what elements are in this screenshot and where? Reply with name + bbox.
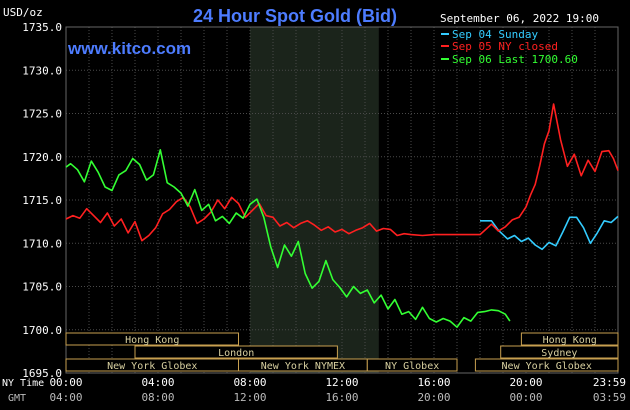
- x-tick-ny-3: 12:00: [325, 376, 358, 389]
- legend-label-sep04: Sep 04 Sunday: [452, 28, 538, 41]
- session-row3-2: NY Globex: [366, 358, 458, 372]
- nymex-hours-highlight: [250, 27, 379, 373]
- session-label: Sydney: [541, 348, 577, 359]
- session-label: New York Globex: [502, 361, 592, 372]
- x-tick-gmt-4: 20:00: [417, 391, 450, 404]
- session-row1-1: Hong Kong: [520, 332, 619, 346]
- session-row1-0: Hong Kong: [65, 332, 239, 346]
- x-tick-gmt-1: 08:00: [141, 391, 174, 404]
- y-tick-label-7: 1730.0: [22, 64, 62, 77]
- session-box: [520, 332, 619, 346]
- session-row2-0: London: [134, 345, 338, 359]
- x-tick-gmt-3: 16:00: [325, 391, 358, 404]
- session-label: NY Globex: [385, 361, 439, 372]
- x-tick-gmt-5: 00:00: [509, 391, 542, 404]
- y-tick-label-6: 1725.0: [22, 108, 62, 121]
- series-line-1: [65, 103, 619, 242]
- gmt-row-label: GMT: [8, 393, 26, 404]
- series-line-2: [65, 149, 511, 329]
- x-tick-gmt-2: 12:00: [233, 391, 266, 404]
- session-label: London: [218, 348, 254, 359]
- x-tick-ny-4: 16:00: [417, 376, 450, 389]
- x-tick-ny-1: 04:00: [141, 376, 174, 389]
- chart-title: 24 Hour Spot Gold (Bid): [193, 6, 397, 26]
- x-tick-gmt-6: 03:59: [593, 391, 626, 404]
- session-row3-0: New York Globex: [65, 358, 239, 372]
- legend: Sep 04 Sunday Sep 05 NY closed Sep 06 La…: [441, 28, 578, 66]
- ny-time-row-label: NY Time: [2, 378, 44, 389]
- x-tick-gmt-0: 04:00: [49, 391, 82, 404]
- watermark: www.kitco.com: [67, 39, 191, 58]
- session-box: [474, 358, 619, 372]
- x-tick-ny-0: 00:00: [49, 376, 82, 389]
- session-row2-1: Sydney: [500, 345, 619, 359]
- y-tick-label-0: 1695.0: [22, 367, 62, 380]
- x-tick-ny-6: 23:59: [593, 376, 626, 389]
- session-label: Hong Kong: [543, 335, 597, 346]
- session-box: [500, 345, 619, 359]
- session-row3-1: New York NYMEX: [238, 358, 368, 372]
- session-box: [134, 345, 338, 359]
- grid-lines: [65, 26, 619, 374]
- y-axis-ticks: 1695.0 1700.0 1705.0 1710.0 1715.0 1720.0 1725…: [22, 21, 62, 380]
- y-tick-label-2: 1705.0: [22, 281, 62, 294]
- y-axis-label: USD/oz: [3, 6, 43, 19]
- series-line-0: [480, 215, 619, 251]
- legend-label-sep05: Sep 05 NY closed: [452, 40, 558, 53]
- y-tick-label-1: 1700.0: [22, 324, 62, 337]
- legend-label-sep06: Sep 06 Last 1700.60: [452, 53, 578, 66]
- timestamp: September 06, 2022 19:00: [440, 12, 599, 25]
- y-tick-label-4: 1715.0: [22, 194, 62, 207]
- market-sessions: Hong Kong Hong Kong London Sydney New York G…: [65, 332, 619, 372]
- x-tick-ny-5: 20:00: [509, 376, 542, 389]
- session-row3-3: New York Globex: [474, 358, 619, 372]
- price-series: [65, 103, 619, 329]
- x-axis: NY Time GMT 00:00 04:00 04:00 08:00 08:00 12:00…: [2, 376, 626, 404]
- session-box: [65, 332, 239, 346]
- session-label: Hong Kong: [125, 335, 179, 346]
- x-tick-ny-2: 08:00: [233, 376, 266, 389]
- plot-frame: [65, 26, 619, 374]
- session-box: [366, 358, 458, 372]
- session-label: New York NYMEX: [261, 361, 345, 372]
- y-tick-label-5: 1720.0: [22, 151, 62, 164]
- session-label: New York Globex: [107, 361, 197, 372]
- y-tick-label-8: 1735.0: [22, 21, 62, 34]
- y-tick-label-3: 1710.0: [22, 237, 62, 250]
